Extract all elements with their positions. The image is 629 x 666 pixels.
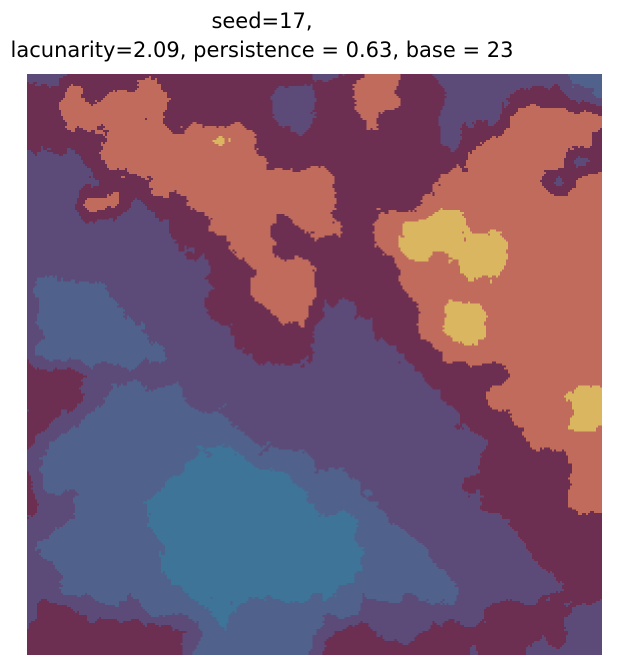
noise-heatmap xyxy=(27,74,602,655)
chart-title-line1: seed=17, xyxy=(211,9,313,33)
chart-title-line2: lacunarity=2.09, persistence = 0.63, bas… xyxy=(10,38,514,62)
chart-title: seed=17, lacunarity=2.09, persistence = … xyxy=(11,7,514,65)
